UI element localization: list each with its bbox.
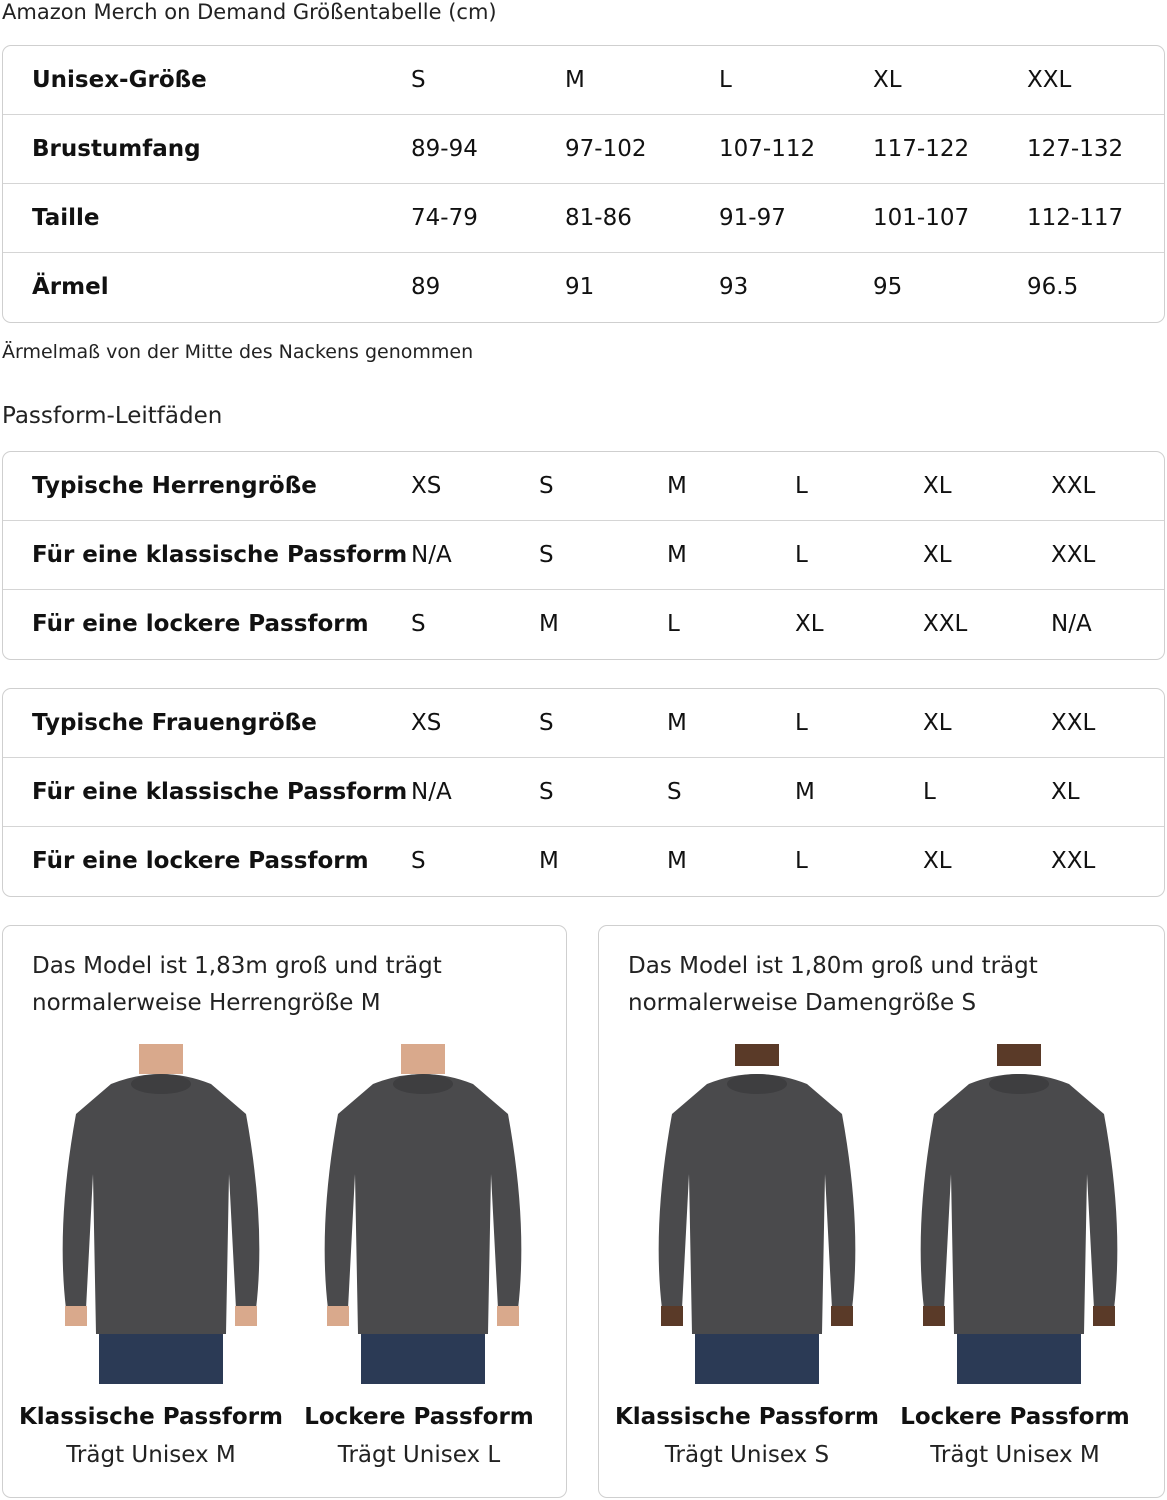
table-cell: M (539, 611, 559, 637)
sleeve-note: Ärmelmaß von der Mitte des Nackens genom… (2, 341, 474, 363)
fit-label: Lockere Passform (304, 1404, 534, 1430)
table-cell: L (795, 542, 808, 568)
model-photo (51, 1044, 271, 1384)
table-cell: XL (923, 473, 952, 499)
table-cell: 127-132 (1027, 136, 1124, 162)
table-cell: 89-94 (411, 136, 478, 162)
table-cell: 96.5 (1027, 274, 1079, 300)
table-cell: 91 (565, 274, 595, 300)
table-cell: S (411, 848, 426, 874)
table-cell: XL (873, 67, 902, 93)
table-cell: L (795, 473, 808, 499)
table-cell: XL (1051, 779, 1080, 805)
model-photo (909, 1044, 1129, 1384)
table-cell: 101-107 (873, 205, 970, 231)
table-cell: S (411, 67, 426, 93)
table-cell: M (667, 473, 687, 499)
table-cell: XL (923, 848, 952, 874)
model-photo (313, 1044, 533, 1384)
size-worn: Trägt Unisex M (930, 1442, 1100, 1468)
model-photo (647, 1044, 867, 1384)
table-cell: XXL (923, 611, 968, 637)
table-cell: 74-79 (411, 205, 478, 231)
model-caption: Das Model ist 1,80m groß und trägt normal… (628, 953, 1038, 1016)
row-label: Für eine lockere Passform (32, 611, 369, 637)
fit-label: Lockere Passform (900, 1404, 1130, 1430)
table-cell: 97-102 (565, 136, 647, 162)
table-cell: S (539, 542, 554, 568)
table-row: Für eine klassische Passform N/A S S M L XL (3, 758, 1164, 827)
table-row: Typische Herrengröße XS S M L XL XXL (3, 452, 1164, 521)
fit-label: Klassische Passform (614, 1404, 880, 1430)
table-row: Taille 74-79 81-86 91-97 101-107 112-117 (3, 184, 1164, 253)
row-label: Für eine klassische Passform (32, 542, 408, 568)
size-worn: Trägt Unisex S (664, 1442, 830, 1468)
table-cell: XS (411, 710, 442, 736)
fit-label: Klassische Passform (18, 1404, 284, 1430)
fit-guide-heading: Passform-Leitfäden (2, 403, 223, 429)
model-caption: Das Model ist 1,83m groß und trägt normal… (32, 953, 442, 1016)
row-label: Für eine lockere Passform (32, 848, 369, 874)
row-label: Unisex-Größe (32, 67, 207, 93)
table-cell: XXL (1051, 542, 1096, 568)
table-cell: M (539, 848, 559, 874)
row-label: Ärmel (32, 274, 109, 300)
table-cell: S (411, 611, 426, 637)
table-cell: S (667, 779, 682, 805)
row-label: Taille (32, 205, 100, 231)
men-model-card: Das Model ist 1,83m groß und trägt normal… (2, 925, 567, 1498)
table-cell: L (923, 779, 936, 805)
table-cell: XXL (1051, 710, 1096, 736)
table-row: Brustumfang 89-94 97-102 107-112 117-122 127-… (3, 115, 1164, 184)
table-cell: XS (411, 473, 442, 499)
table-cell: M (565, 67, 585, 93)
table-cell: 117-122 (873, 136, 970, 162)
table-cell: XL (923, 710, 952, 736)
table-cell: N/A (1051, 611, 1092, 637)
table-row: Für eine lockere Passform S M M L XL XXL (3, 827, 1164, 896)
table-cell: M (667, 710, 687, 736)
row-label: Brustumfang (32, 136, 201, 162)
table-row: Typische Frauengröße XS S M L XL XXL (3, 689, 1164, 758)
table-cell: XL (795, 611, 824, 637)
page-title: Amazon Merch on Demand Größentabelle (cm… (2, 0, 497, 24)
table-cell: 107-112 (719, 136, 816, 162)
table-cell: M (667, 848, 687, 874)
table-cell: XL (923, 542, 952, 568)
table-cell: L (719, 67, 732, 93)
table-cell: XXL (1027, 67, 1072, 93)
table-cell: 93 (719, 274, 749, 300)
row-label: Typische Frauengröße (32, 710, 317, 736)
table-cell: N/A (411, 779, 452, 805)
table-cell: 91-97 (719, 205, 786, 231)
table-cell: M (795, 779, 815, 805)
row-label: Für eine klassische Passform (32, 779, 408, 805)
table-cell: XXL (1051, 473, 1096, 499)
table-cell: S (539, 779, 554, 805)
table-cell: L (795, 848, 808, 874)
table-cell: 89 (411, 274, 441, 300)
table-cell: 112-117 (1027, 205, 1124, 231)
table-row: Unisex-Größe S M L XL XXL (3, 46, 1164, 115)
table-cell: L (795, 710, 808, 736)
table-cell: L (667, 611, 680, 637)
table-cell: S (539, 473, 554, 499)
men-fit-table: Typische Herrengröße XS S M L XL XXL Für eine k… (2, 451, 1165, 660)
women-fit-table: Typische Frauengröße XS S M L XL XXL Für eine k… (2, 688, 1165, 897)
table-cell: N/A (411, 542, 452, 568)
size-worn: Trägt Unisex L (337, 1442, 501, 1468)
table-cell: S (539, 710, 554, 736)
row-label: Typische Herrengröße (32, 473, 317, 499)
table-row: Für eine klassische Passform N/A S M L XL XXL (3, 521, 1164, 590)
table-cell: M (667, 542, 687, 568)
table-cell: 95 (873, 274, 903, 300)
size-worn: Trägt Unisex M (66, 1442, 236, 1468)
women-model-card: Das Model ist 1,80m groß und trägt normal… (598, 925, 1165, 1498)
table-cell: XXL (1051, 848, 1096, 874)
table-cell: 81-86 (565, 205, 632, 231)
table-row: Für eine lockere Passform S M L XL XXL N/A (3, 590, 1164, 659)
table-row: Ärmel 89 91 93 95 96.5 (3, 253, 1164, 322)
unisex-size-table: Unisex-Größe S M L XL XXL Brustumfang 89-94 97-1… (2, 45, 1165, 323)
